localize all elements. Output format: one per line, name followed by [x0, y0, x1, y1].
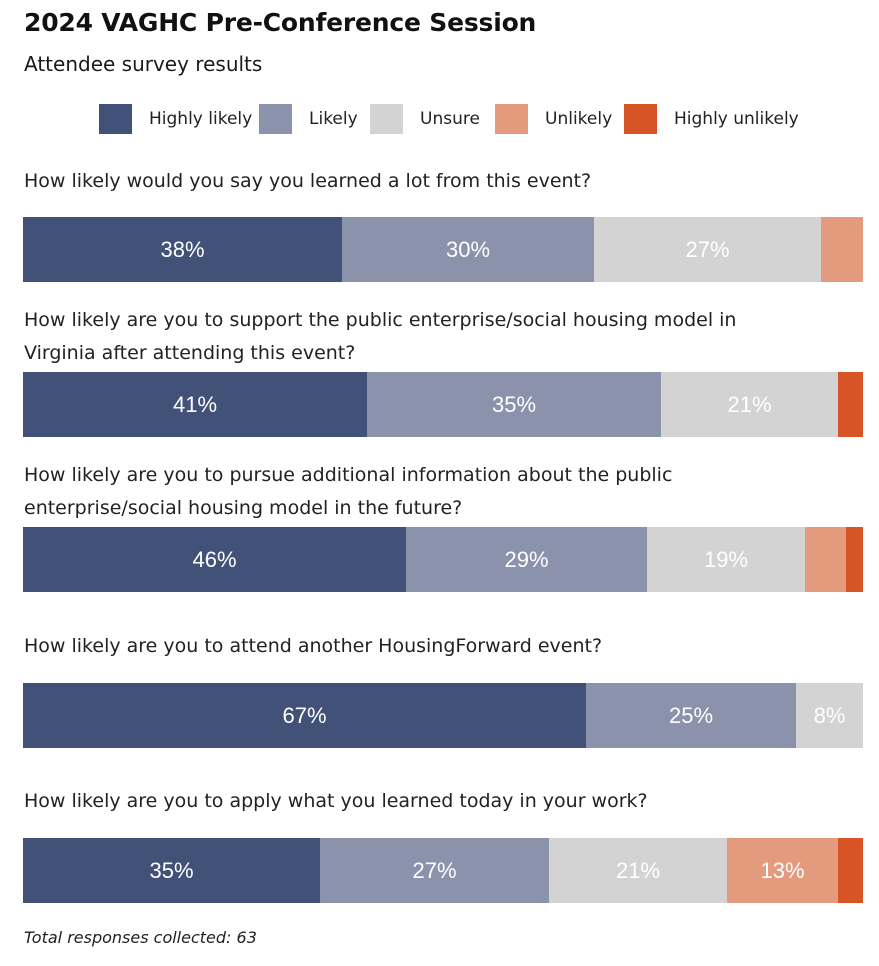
bar-segment — [23, 683, 586, 748]
bar-segment — [647, 527, 805, 592]
chart-subtitle: Attendee survey results — [24, 52, 263, 76]
bar-row: 67% 25% 8% — [23, 683, 863, 748]
bar-segment — [586, 683, 796, 748]
bar-segment — [23, 217, 342, 282]
bar-segment — [549, 838, 727, 903]
legend-label: Likely — [309, 109, 358, 129]
bar-segment — [23, 372, 367, 437]
question-label: How likely are you to pursue additional … — [24, 464, 673, 519]
bar-segment — [838, 372, 863, 437]
bar-segment — [838, 838, 863, 903]
bar-segment — [342, 217, 594, 282]
legend-label: Highly likely — [149, 109, 253, 129]
bar-segment — [821, 217, 863, 282]
legend-item: Likely — [259, 104, 358, 134]
bar-segment — [661, 372, 838, 437]
question-label: How likely would you say you learned a l… — [24, 170, 592, 192]
question-label: How likely are you to attend another Hou… — [24, 635, 603, 657]
legend-swatch — [99, 104, 132, 134]
legend: Highly likely Likely Unsure Unlikely Highly … — [0, 104, 879, 136]
bar-segment — [805, 527, 846, 592]
legend-item: Unlikely — [495, 104, 612, 134]
legend-label: Unlikely — [545, 109, 613, 129]
legend-swatch — [624, 104, 657, 134]
bar-segment — [796, 683, 863, 748]
question-label: How likely are you to support the public… — [24, 309, 737, 364]
legend-item: Highly unlikely — [624, 104, 799, 134]
legend-label: Highly unlikely — [674, 109, 799, 129]
chart-title: 2024 VAGHC Pre-Conference Session — [24, 8, 537, 37]
bar-row: 46% 29% 19% — [23, 527, 863, 592]
bar-segment — [594, 217, 821, 282]
legend-swatch — [259, 104, 292, 134]
bar-segment — [367, 372, 661, 437]
bar-segment — [406, 527, 647, 592]
question-label: How likely are you to apply what you lea… — [24, 790, 648, 812]
legend-swatch — [495, 104, 528, 134]
bar-segment — [320, 838, 549, 903]
bar-segment — [846, 527, 863, 592]
bar-segment — [23, 527, 406, 592]
bar-segment — [23, 838, 320, 903]
bar-row: 38% 30% 27% — [23, 217, 863, 282]
legend-item: Highly likely — [99, 104, 252, 134]
bar-row: 41% 35% 21% — [23, 372, 863, 437]
legend-swatch — [370, 104, 403, 134]
legend-item: Unsure — [370, 104, 480, 134]
bar-row: 35% 27% 21% 13% — [23, 838, 863, 903]
legend-label: Unsure — [420, 109, 480, 129]
bar-segment — [727, 838, 838, 903]
footnote: Total responses collected: 63 — [24, 928, 257, 947]
